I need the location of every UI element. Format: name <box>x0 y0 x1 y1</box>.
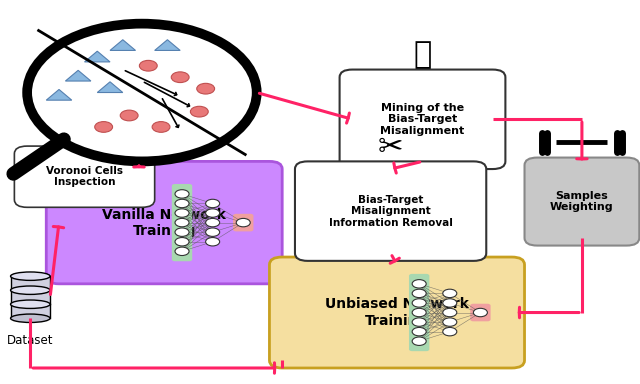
Text: Mining of the
Bias-Target
Misalignment: Mining of the Bias-Target Misalignment <box>380 103 465 136</box>
Circle shape <box>175 218 189 227</box>
Text: ⛏: ⛏ <box>413 40 431 69</box>
Circle shape <box>443 318 457 326</box>
Circle shape <box>412 318 426 326</box>
Circle shape <box>443 308 457 317</box>
FancyBboxPatch shape <box>525 157 639 245</box>
Circle shape <box>412 308 426 317</box>
Circle shape <box>205 238 220 246</box>
Circle shape <box>120 110 138 121</box>
FancyBboxPatch shape <box>409 274 429 351</box>
Circle shape <box>152 122 170 132</box>
Polygon shape <box>46 89 72 100</box>
Polygon shape <box>65 70 91 81</box>
Circle shape <box>140 60 157 71</box>
Polygon shape <box>110 40 136 50</box>
Circle shape <box>175 199 189 208</box>
Circle shape <box>412 289 426 298</box>
Circle shape <box>190 106 208 117</box>
FancyBboxPatch shape <box>14 146 155 207</box>
Circle shape <box>205 199 220 208</box>
Circle shape <box>175 247 189 255</box>
Circle shape <box>443 328 457 336</box>
Circle shape <box>196 83 214 94</box>
Circle shape <box>443 289 457 298</box>
Circle shape <box>205 209 220 217</box>
Circle shape <box>205 218 220 227</box>
Text: Voronoi Cells
Inspection: Voronoi Cells Inspection <box>46 166 123 187</box>
Circle shape <box>412 299 426 307</box>
Bar <box>10 304 50 318</box>
Ellipse shape <box>10 300 50 308</box>
Text: Samples
Weighting: Samples Weighting <box>550 191 614 212</box>
Text: Vanilla Network
Training: Vanilla Network Training <box>102 207 226 238</box>
Circle shape <box>95 122 113 132</box>
Circle shape <box>172 72 189 83</box>
Text: Unbiased Network
Training: Unbiased Network Training <box>325 298 469 328</box>
Circle shape <box>175 209 189 217</box>
Circle shape <box>443 299 457 307</box>
FancyBboxPatch shape <box>46 161 282 284</box>
Text: Bias-Target
Misalignment
Information Removal: Bias-Target Misalignment Information Rem… <box>329 195 452 228</box>
FancyBboxPatch shape <box>269 257 525 368</box>
Circle shape <box>27 24 257 161</box>
Bar <box>10 290 50 304</box>
Circle shape <box>412 337 426 346</box>
Polygon shape <box>97 82 123 93</box>
Bar <box>10 276 50 290</box>
FancyBboxPatch shape <box>340 70 506 169</box>
Text: Dataset: Dataset <box>7 334 54 347</box>
FancyBboxPatch shape <box>470 304 491 321</box>
Circle shape <box>236 218 250 227</box>
Circle shape <box>474 308 488 317</box>
Circle shape <box>175 238 189 246</box>
Ellipse shape <box>10 286 50 295</box>
Ellipse shape <box>10 272 50 280</box>
Circle shape <box>205 228 220 237</box>
FancyBboxPatch shape <box>295 161 486 261</box>
Circle shape <box>412 328 426 336</box>
Polygon shape <box>84 51 110 62</box>
Text: ✂: ✂ <box>378 134 403 162</box>
FancyBboxPatch shape <box>172 184 192 261</box>
Circle shape <box>175 228 189 237</box>
Polygon shape <box>155 40 180 50</box>
FancyBboxPatch shape <box>233 214 253 232</box>
Circle shape <box>175 190 189 198</box>
Circle shape <box>412 280 426 288</box>
Ellipse shape <box>10 314 50 323</box>
